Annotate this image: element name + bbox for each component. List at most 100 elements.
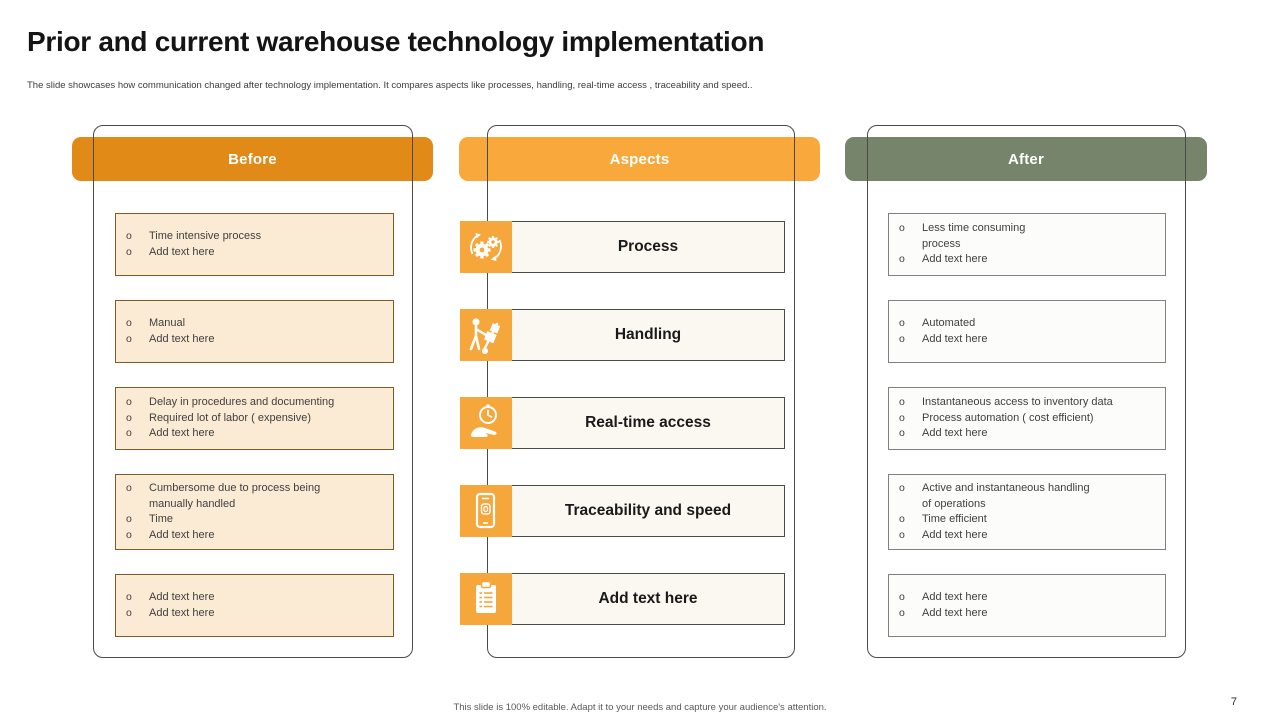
bullet-marker: o [899, 427, 905, 440]
aspect-rows: Process Handling [460, 125, 795, 658]
handling-trolley-icon [460, 309, 512, 361]
bullet-list: o Less time consuming process o Add text he… [899, 221, 1157, 268]
aspect-label-box: Traceability and speed [511, 485, 785, 537]
bullet-marker: o [899, 606, 905, 619]
after-boxes: o Less time consuming process o Add text he… [888, 125, 1166, 658]
bullet-text: Add text here [922, 253, 988, 266]
bullet-marker: o [899, 332, 905, 345]
bullet-text: Required lot of labor ( expensive) [149, 411, 312, 424]
bullet-item: o Add text here [899, 590, 1157, 606]
aspect-label: Process [617, 238, 679, 255]
bullet-list: o Manual o Add text here [126, 316, 385, 347]
bullet-text: Add text here [922, 427, 988, 440]
page-title: Prior and current warehouse technology i… [27, 26, 765, 57]
bullet-item: o Add text here [899, 252, 1157, 268]
bullet-text: Time intensive process [149, 230, 262, 242]
bullet-item: o Delay in procedures and documenting [126, 395, 385, 411]
after-box: o Automated o Add text here [888, 300, 1166, 363]
bullet-item: o Add text here [126, 606, 385, 622]
bullet-text: Active and instantaneous handling of ope… [922, 482, 1090, 510]
after-box: o Instantaneous access to inventory data o… [888, 387, 1166, 450]
aspect-label-box: Process [511, 221, 785, 273]
bullet-marker: o [899, 396, 905, 409]
bullet-item: o Automated [899, 316, 1157, 332]
bullet-item: o Time [126, 512, 385, 528]
bullet-marker: o [126, 528, 132, 541]
bullet-text: Instantaneous access to inventory data [922, 396, 1113, 409]
clipboard-checklist-icon [460, 573, 512, 625]
aspect-label-box: Real-time access [511, 397, 785, 449]
bullet-marker: o [899, 482, 905, 494]
bullet-text: Add text here [149, 332, 215, 345]
aspect-label-box: Handling [511, 309, 785, 361]
before-box: o Cumbersome due to process being manuall… [115, 474, 394, 550]
bullet-marker: o [126, 317, 132, 329]
bullet-list: o Delay in procedures and documenting o Req… [126, 395, 385, 442]
before-box: o Time intensive process o Add text here [115, 213, 394, 276]
before-box: o Delay in procedures and documenting o Req… [115, 387, 394, 450]
aspects-panel-outline [487, 125, 795, 658]
bullet-item: o Cumbersome due to process being manuall… [126, 481, 385, 512]
bullet-item: o Manual [126, 316, 385, 332]
bullet-marker: o [899, 591, 905, 603]
bullet-marker: o [126, 591, 132, 603]
before-column-header: Before [72, 137, 433, 181]
bullet-marker: o [126, 482, 132, 494]
bullet-item: o Time efficient [899, 512, 1157, 528]
bullet-item: o Instantaneous access to inventory data [899, 395, 1157, 411]
bullet-marker: o [126, 427, 132, 440]
bullet-marker: o [126, 396, 132, 409]
bullet-item: o Add text here [126, 590, 385, 606]
aspect-row: Handling [460, 309, 795, 361]
after-column-header: After [845, 137, 1207, 181]
bullet-marker: o [899, 513, 905, 525]
aspect-row: Process [460, 221, 795, 273]
bullet-marker: o [899, 222, 905, 235]
realtime-clock-hand-icon [460, 397, 512, 449]
bullet-text: Delay in procedures and documenting [149, 396, 335, 409]
bullet-marker: o [126, 513, 132, 525]
bullet-text: Process automation ( cost efficient) [922, 411, 1094, 424]
bullet-text: Add text here [149, 427, 215, 440]
before-box: o Add text here o Add text here [115, 574, 394, 637]
bullet-text: Add text here [922, 591, 988, 603]
bullet-item: o Add text here [899, 606, 1157, 622]
bullet-list: o Cumbersome due to process being manuall… [126, 481, 385, 543]
bullet-text: Time efficient [922, 513, 987, 525]
aspect-label: Real-time access [585, 414, 711, 431]
bullet-text: Time [149, 513, 174, 525]
bullet-marker: o [126, 230, 132, 242]
after-box: o Add text here o Add text here [888, 574, 1166, 637]
bullet-item: o Add text here [126, 426, 385, 442]
aspect-label-box: Add text here [511, 573, 785, 625]
bullet-text: Add text here [922, 528, 988, 541]
aspect-row: Traceability and speed [460, 485, 795, 537]
bullet-list: o Add text here o Add text here [899, 590, 1157, 621]
bullet-marker: o [899, 411, 905, 424]
page-number: 7 [1230, 696, 1237, 708]
bullet-item: o Time intensive process [126, 229, 385, 245]
aspect-row: Real-time access [460, 397, 795, 449]
aspect-label: Handling [614, 326, 682, 343]
bullet-marker: o [126, 245, 132, 258]
after-panel-outline [867, 125, 1186, 658]
after-box: o Active and instantaneous handling of op… [888, 474, 1166, 550]
bullet-text: Less time consuming process [922, 222, 1026, 250]
bullet-marker: o [126, 411, 132, 424]
after-box: o Less time consuming process o Add text he… [888, 213, 1166, 276]
bullet-item: o Add text here [899, 332, 1157, 348]
bullet-item: o Less time consuming process [899, 221, 1157, 252]
bullet-item: o Add text here [899, 426, 1157, 442]
bullet-text: Add text here [149, 606, 215, 619]
bullet-marker: o [899, 253, 905, 266]
bullet-item: o Add text here [126, 245, 385, 261]
before-boxes: o Time intensive process o Add text here o Ma… [115, 125, 394, 658]
bullet-text: Manual [149, 317, 186, 329]
process-gears-icon [460, 221, 512, 273]
bullet-text: Automated [922, 317, 976, 329]
bullet-text: Add text here [149, 528, 215, 541]
aspect-label: Traceability and speed [564, 502, 732, 519]
bullet-marker: o [126, 606, 132, 619]
bullet-item: o Add text here [126, 332, 385, 348]
aspects-column-header: Aspects [459, 137, 820, 181]
